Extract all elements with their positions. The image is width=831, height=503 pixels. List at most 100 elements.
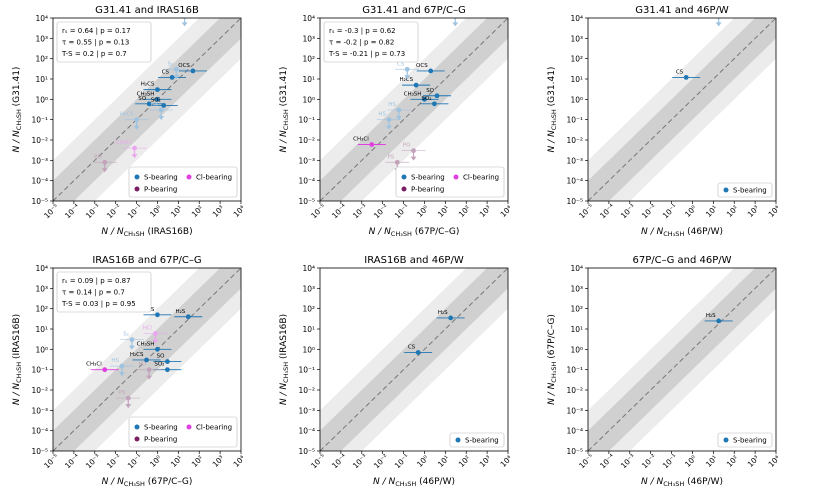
point-label: H₂S	[706, 313, 716, 319]
legend-entry: S-bearing	[144, 174, 178, 182]
y-axis-label: N / NCH₃SH (67P/C–G)	[547, 314, 558, 405]
y-tick-label: 10⁻²	[566, 136, 583, 145]
x-tick-label: 10²	[725, 454, 740, 469]
marker	[161, 103, 167, 108]
x-tick-label: 10¹	[436, 204, 451, 219]
x-tick-label: 10⁻³	[619, 202, 637, 220]
y-axis-label: N / NCH₃SH (IRAS16B)	[279, 314, 290, 405]
legend: S-bearing	[717, 432, 773, 448]
legend-entry: Cl-bearing	[463, 174, 499, 182]
x-tick-label: 10⁰	[415, 204, 430, 219]
y-tick-label: 10⁻⁴	[31, 177, 48, 186]
data-point: PO	[137, 362, 162, 380]
y-tick-label: 10⁻¹	[566, 366, 583, 375]
x-tick-label: 10⁻⁴	[63, 202, 81, 220]
x-tick-label: 10⁻¹	[126, 202, 144, 220]
x-tick-label: 10⁻²	[105, 202, 123, 220]
y-tick-label: 10⁻⁵	[298, 197, 315, 206]
data-point: PO	[401, 143, 426, 161]
arrow-head	[410, 156, 417, 161]
point-label: OCS	[178, 63, 190, 69]
data-point: S₂	[164, 61, 189, 80]
marker	[716, 318, 722, 324]
point-label: SO	[157, 354, 165, 360]
legend-marker	[134, 436, 140, 442]
y-tick-label: 10⁰	[302, 95, 315, 104]
point-label: HS	[378, 112, 386, 118]
x-tick-label: 10⁴	[767, 454, 782, 469]
legend-marker	[453, 174, 459, 180]
y-tick-label: 10⁴	[302, 264, 315, 273]
y-tick-label: 10⁻³	[298, 406, 315, 415]
marker	[153, 331, 158, 336]
x-tick-label: 10³	[746, 454, 761, 469]
marker	[434, 93, 440, 99]
y-axis-label: N / NCH₃SH (G31.41)	[12, 67, 23, 153]
x-tick-label: 10²	[457, 454, 472, 469]
x-tick-label: 10³	[211, 454, 226, 469]
legend-entry: P-bearing	[144, 186, 177, 194]
legend-marker	[186, 174, 192, 180]
plot-frame	[52, 17, 242, 202]
marker	[158, 107, 164, 113]
point-label: OCS	[416, 63, 428, 69]
y-tick-label: 10⁻⁵	[31, 447, 48, 456]
point-label: CH₃Cl	[353, 137, 369, 143]
data-point: S₂	[119, 332, 144, 350]
y-tick-label: 10⁻⁵	[298, 447, 315, 456]
legend: S-bearing P-bearing Cl-bearing	[128, 166, 238, 198]
y-tick-label: 10⁻²	[566, 386, 583, 395]
plot-frame	[319, 17, 509, 202]
data-point: H₂CS	[399, 77, 431, 88]
y-tick-label: 10¹	[35, 75, 48, 84]
arrow-head	[118, 372, 125, 377]
arrow-head	[152, 339, 159, 344]
legend-entry: S-bearing	[411, 174, 445, 182]
y-tick-label: 10⁴	[35, 264, 48, 273]
arrow-head	[452, 22, 459, 27]
x-tick-label: 10⁻¹	[126, 452, 144, 470]
x-tick-label: 10⁻¹	[661, 452, 679, 470]
x-tick-label: 10¹	[169, 204, 184, 219]
data-point: H₂S	[704, 313, 733, 324]
y-tick-label: 10¹	[302, 325, 315, 334]
y-axis-label: N / NCH₃SH (IRAS16B)	[12, 314, 23, 405]
y-tick-label: 10⁻²	[31, 386, 48, 395]
y-tick-label: 10⁰	[302, 345, 315, 354]
arrow-head	[173, 75, 180, 80]
arrow-head	[133, 125, 140, 130]
point-label: H₂CS	[141, 82, 155, 88]
legend-entry: S-bearing	[733, 437, 767, 445]
marker	[155, 346, 160, 352]
arrow-head	[404, 75, 411, 80]
legend: S-bearing P-bearing Cl-bearing	[128, 416, 238, 448]
legend-entry: P-bearing	[144, 436, 177, 444]
x-tick-label: 10⁻⁴	[330, 452, 348, 470]
x-tick-label: 10⁻³	[619, 452, 637, 470]
stats-line: T-S = 0.2 | p = 0.7	[61, 50, 127, 58]
x-tick-label: 10³	[478, 454, 493, 469]
x-tick-label: 10⁻⁴	[330, 202, 348, 220]
point-label: SO	[138, 96, 146, 102]
y-tick-label: 10⁰	[35, 95, 48, 104]
marker	[119, 363, 125, 369]
chart-title: IRAS16B and 46P/W	[364, 255, 464, 266]
x-tick-label: 10⁻²	[372, 452, 390, 470]
data-point: CH₃Cl	[116, 140, 147, 159]
x-tick-label: 10⁴	[499, 454, 514, 469]
x-tick-label: 10³	[211, 204, 226, 219]
data-point: CH₃SH	[137, 341, 172, 352]
y-tick-label: 10²	[35, 55, 48, 64]
arrow-head	[125, 404, 132, 409]
x-tick-label: 10³	[746, 204, 761, 219]
marker	[448, 315, 454, 321]
x-tick-label: 10⁻⁴	[598, 452, 616, 470]
x-axis-label: N / NCH₃SH (46P/W)	[641, 477, 723, 488]
y-tick-label: 10³	[302, 34, 315, 43]
identity-line	[320, 268, 508, 451]
data-point: SO	[153, 354, 182, 364]
y-tick-label: 10⁻³	[298, 156, 315, 165]
y-tick-label: 10¹	[570, 325, 583, 334]
marker	[173, 66, 179, 72]
